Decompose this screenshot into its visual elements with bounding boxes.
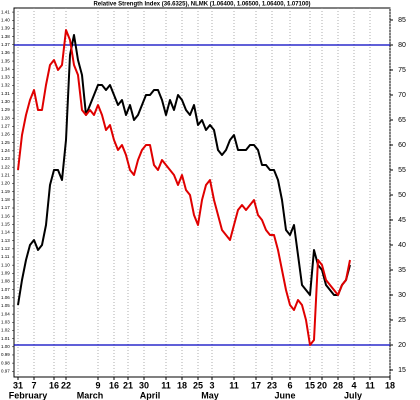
x-tick-label: 6 [287,380,292,390]
y2-tick-label: 1.40 [1,17,10,22]
y2-tick-label: 1.18 [1,197,10,202]
month-label: May [201,390,219,400]
x-tick-label: 18 [385,380,395,390]
y2-tick-label: 1.38 [1,34,10,39]
y-tick-label: 15 [398,367,406,374]
y2-tick-label: 1.17 [1,205,10,210]
y2-tick-label: 1.15 [1,222,10,227]
y2-tick-label: 1.36 [1,50,10,55]
x-tick-label: 11 [229,380,239,390]
y2-tick-label: 1.16 [1,213,10,218]
y2-tick-label: 1.27 [1,124,10,129]
y2-tick-label: 1.35 [1,58,10,63]
y-tick-label: 30 [398,292,406,299]
month-label: April [140,390,161,400]
x-tick-label: 15 [305,380,315,390]
rsi-line [17,34,351,306]
y2-tick-label: 1.08 [1,279,10,284]
x-tick-label: 11 [161,380,171,390]
y2-tick-label: 1.31 [1,91,10,96]
x-tick-label: 9 [95,380,100,390]
x-tick-label: 31 [13,380,23,390]
x-tick-label: 3 [209,380,214,390]
y-tick-label: 75 [398,67,406,74]
x-tick-label: 28 [333,380,343,390]
x-tick-label: 4 [351,380,356,390]
plot-frame [13,7,391,378]
y2-tick-label: 1.23 [1,156,10,161]
y2-tick-label: 1.28 [1,115,10,120]
y2-tick-label: 1.12 [1,246,10,251]
y-tick-label: 40 [398,242,406,249]
y-tick-label: 60 [398,142,406,149]
x-tick-label: 25 [193,380,203,390]
x-tick-label: 20 [317,380,327,390]
x-tick-label: 7 [31,380,36,390]
y2-tick-label: 0.99 [1,352,10,357]
y-tick-label: 80 [398,42,406,49]
y2-tick-label: 1.29 [1,107,10,112]
y-tick-label: 70 [398,92,406,99]
x-tick-label: 18 [177,380,187,390]
y2-tick-label: 1.04 [1,311,10,316]
x-tick-label: 11 [365,380,375,390]
y-tick-label: 35 [398,267,406,274]
y2-tick-label: 1.22 [1,164,10,169]
y2-tick-label: 1.09 [1,271,10,276]
chart-title: Relative Strength Index (36.6325), NLMK … [93,2,310,8]
y2-tick-label: 1.01 [1,336,10,341]
y2-tick-label: 1.03 [1,319,10,324]
y2-tick-label: 1.05 [1,303,10,308]
y2-tick-label: 1.19 [1,189,10,194]
y-tick-label: 45 [398,217,406,224]
y2-tick-label: 1.41 [1,9,10,14]
y2-tick-label: 1.37 [1,42,10,47]
month-label: June [274,390,295,400]
x-tick-label: 21 [123,380,133,390]
y2-tick-label: 0.98 [1,360,10,365]
y2-tick-label: 1.34 [1,66,10,71]
y-tick-label: 50 [398,192,406,199]
y2-tick-label: 1.20 [1,181,10,186]
y2-tick-label: 1.13 [1,238,10,243]
y2-tick-label: 1.21 [1,173,10,178]
y2-tick-label: 1.02 [1,328,10,333]
y2-tick-label: 1.00 [1,344,10,349]
y2-tick-label: 1.32 [1,83,10,88]
y2-tick-label: 1.33 [1,75,10,80]
y2-tick-label: 1.07 [1,287,10,292]
y2-tick-label: 1.30 [1,99,10,104]
x-tick-label: 16 [49,380,59,390]
month-label: February [9,390,48,400]
y-tick-label: 20 [398,342,406,349]
y2-tick-label: 1.14 [1,230,10,235]
rsi-line [17,29,351,346]
y2-tick-label: 1.06 [1,295,10,300]
month-label: March [77,390,104,400]
y2-tick-label: 1.39 [1,26,10,31]
x-tick-label: 17 [251,380,261,390]
y2-tick-label: 1.11 [1,254,10,259]
y2-tick-label: 1.24 [1,148,10,153]
x-tick-label: 22 [61,380,71,390]
month-label: July [344,390,362,400]
y-tick-label: 65 [398,117,406,124]
y2-tick-label: 1.26 [1,132,10,137]
y2-tick-label: 1.10 [1,262,10,267]
y-tick-label: 25 [398,317,406,324]
y-tick-label: 55 [398,167,406,174]
y2-tick-label: 0.97 [1,368,10,373]
x-tick-label: 30 [139,380,149,390]
x-tick-label: 23 [267,380,277,390]
y2-tick-label: 1.25 [1,140,10,145]
y-tick-label: 85 [398,17,406,24]
x-tick-label: 16 [109,380,119,390]
